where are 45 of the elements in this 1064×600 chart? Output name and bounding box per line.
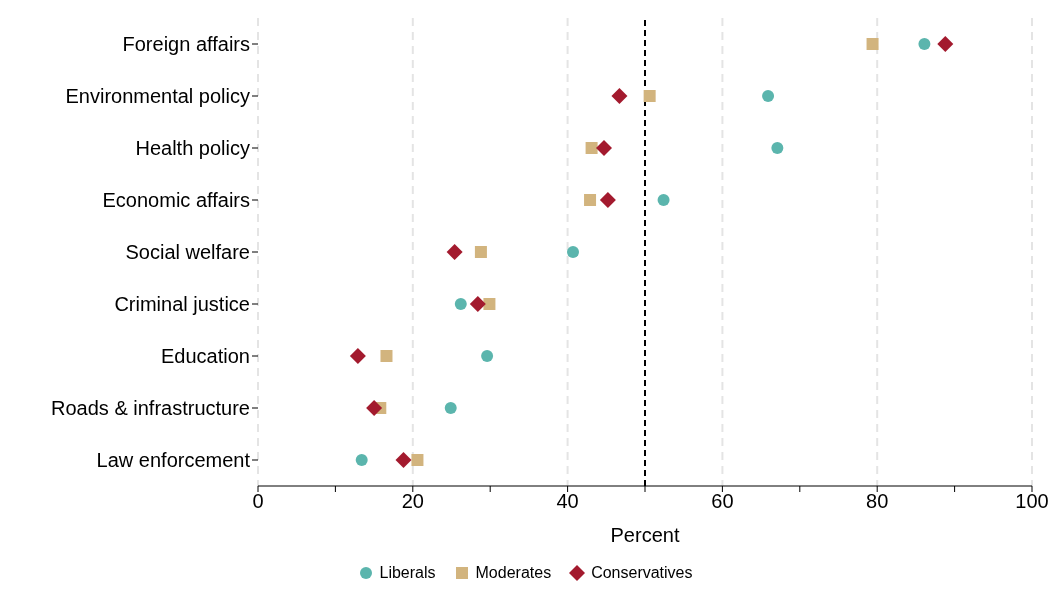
x-tick-label: 80 <box>866 490 889 513</box>
point <box>611 88 628 104</box>
y-tick-label: Health policy <box>135 137 250 160</box>
y-tick-label: Foreign affairs <box>122 33 250 56</box>
point <box>474 246 487 258</box>
y-tick-label: Social welfare <box>125 241 250 264</box>
point <box>483 298 496 310</box>
y-tick-label: Education <box>161 345 250 368</box>
point <box>657 194 670 206</box>
x-tick-label: 20 <box>401 490 424 513</box>
point <box>918 38 931 50</box>
x-tick-label: 0 <box>252 490 264 513</box>
point <box>454 298 467 310</box>
point <box>481 350 494 362</box>
point <box>866 38 879 50</box>
point <box>771 142 784 154</box>
point <box>411 454 424 466</box>
legend-label: Liberals <box>378 564 436 582</box>
y-tick-label: Economic affairs <box>102 189 250 212</box>
legend-label: Moderates <box>474 564 552 582</box>
point <box>355 454 368 466</box>
y-tick-label: Environmental policy <box>65 85 250 108</box>
y-tick-label: Criminal justice <box>114 293 250 316</box>
y-tick-label: Roads & infrastructure <box>51 397 250 420</box>
y-tick-label: Law enforcement <box>96 449 251 472</box>
point <box>567 246 580 258</box>
x-tick-label: 60 <box>711 490 734 513</box>
point <box>643 90 656 102</box>
legend-label: Conservatives <box>590 564 693 582</box>
point <box>937 36 954 52</box>
point <box>585 142 598 154</box>
point <box>446 244 463 260</box>
point <box>599 192 616 208</box>
x-tick-label: 100 <box>1015 490 1049 513</box>
point <box>469 296 486 312</box>
x-tick-label: 40 <box>556 490 579 513</box>
point <box>380 350 393 362</box>
x-axis-title: Percent <box>610 524 680 546</box>
point <box>762 90 775 102</box>
point <box>366 400 383 416</box>
point <box>595 140 612 156</box>
point <box>444 402 457 414</box>
point <box>395 452 412 468</box>
point <box>584 194 597 206</box>
point <box>349 348 366 364</box>
